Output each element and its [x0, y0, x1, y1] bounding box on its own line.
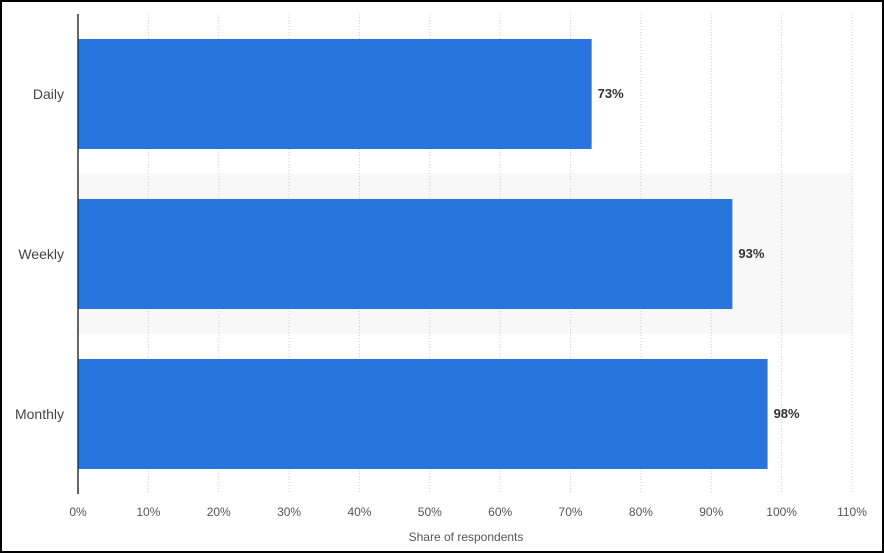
bar-weekly[interactable]: [78, 199, 733, 309]
x-tick-label: 50%: [418, 505, 442, 519]
category-label: Monthly: [15, 406, 64, 422]
category-label: Weekly: [18, 246, 64, 262]
x-tick-label: 60%: [488, 505, 512, 519]
x-tick-label: 80%: [629, 505, 653, 519]
bar-daily[interactable]: [78, 39, 592, 149]
category-label: Daily: [33, 86, 64, 102]
x-tick-label: 110%: [837, 505, 867, 519]
x-tick-label: 30%: [277, 505, 301, 519]
bar-monthly[interactable]: [78, 359, 768, 469]
x-tick-label: 20%: [207, 505, 231, 519]
x-tick-label: 10%: [136, 505, 160, 519]
x-tick-label: 100%: [766, 505, 797, 519]
x-tick-label: 90%: [699, 505, 723, 519]
x-tick-label: 0%: [69, 505, 87, 519]
data-label: 98%: [774, 406, 800, 421]
data-label: 73%: [598, 86, 624, 101]
x-axis-title: Share of respondents: [409, 530, 524, 544]
x-tick-label: 70%: [559, 505, 583, 519]
data-label: 93%: [738, 246, 764, 261]
x-tick-label: 40%: [347, 505, 371, 519]
